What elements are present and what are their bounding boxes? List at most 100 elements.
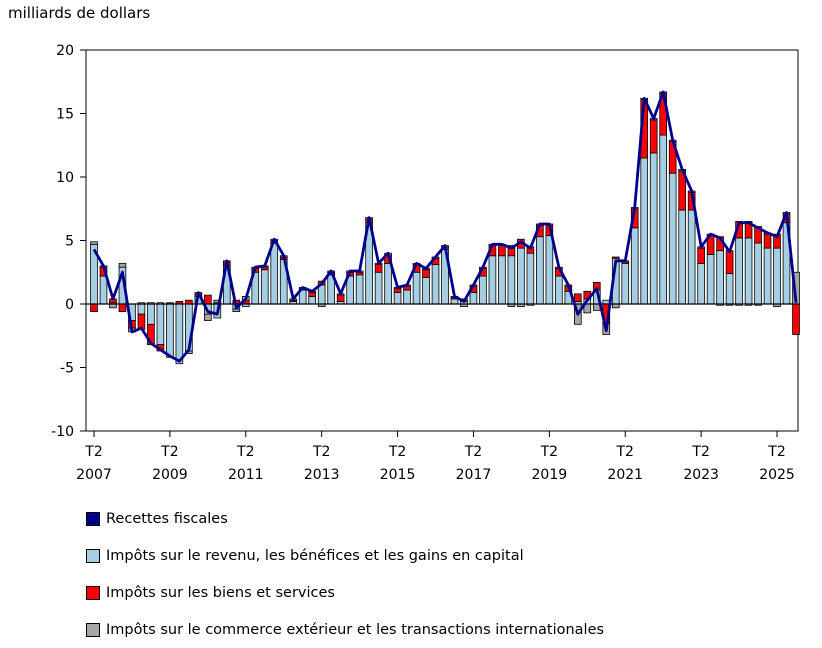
y-tick-label: -5: [60, 361, 74, 377]
bar-income: [536, 236, 544, 305]
bar-income: [630, 227, 639, 305]
bar-goods: [336, 294, 345, 302]
x-tick-year-label: 2013: [304, 467, 340, 483]
bar-income: [270, 242, 279, 305]
bar-income: [260, 269, 269, 305]
bar-income: [773, 247, 781, 305]
bar-income: [659, 134, 668, 305]
bar-goods: [393, 288, 402, 293]
bar-income: [526, 252, 535, 305]
bar-income: [384, 262, 392, 305]
bar-income: [763, 247, 772, 305]
bar-income: [355, 274, 364, 305]
legend-item-income: Impôts sur le revenu, les bénéfices et l…: [86, 537, 604, 574]
legend-swatch-total: [86, 511, 100, 526]
bar-income: [517, 247, 525, 305]
bar-income: [754, 242, 762, 305]
legend-label-income: Impôts sur le revenu, les bénéfices et l…: [106, 547, 524, 564]
legend-label-total: Recettes fiscales: [106, 510, 228, 527]
legend: Recettes fiscales Impôts sur le revenu, …: [86, 500, 604, 648]
bar-income: [697, 262, 705, 305]
x-tick-quarter-label: T2: [236, 444, 254, 460]
bar-income: [450, 298, 459, 305]
y-tick-label: 10: [56, 170, 74, 186]
legend-item-total: Recettes fiscales: [86, 500, 604, 537]
bar-income: [479, 275, 487, 305]
legend-item-goods: Impôts sur les biens et services: [86, 574, 604, 611]
bar-income: [678, 209, 686, 305]
bar-income: [412, 271, 421, 305]
x-tick-quarter-label: T2: [464, 444, 482, 460]
bar-income: [431, 264, 440, 305]
x-tick-year-label: 2023: [683, 467, 719, 483]
bar-income: [735, 237, 743, 305]
bar-goods: [204, 294, 212, 305]
x-tick-year-label: 2011: [228, 467, 264, 483]
x-tick-quarter-label: T2: [540, 444, 558, 460]
bar-goods: [118, 303, 127, 313]
y-tick-label: 0: [65, 297, 74, 313]
bar-trade: [90, 241, 98, 245]
bar-income: [640, 157, 649, 305]
bar-goods: [498, 245, 506, 257]
bar-income: [403, 289, 411, 305]
y-tick-label: 15: [56, 107, 74, 123]
bar-income: [156, 303, 165, 346]
bar-trade: [118, 262, 127, 268]
bar-goods: [422, 269, 430, 278]
x-tick-quarter-label: T2: [312, 444, 330, 460]
bar-income: [744, 237, 753, 305]
x-tick-quarter-label: T2: [691, 444, 709, 460]
bar-income: [422, 276, 430, 305]
x-tick-year-label: 2009: [152, 467, 188, 483]
y-tick-label: 20: [56, 43, 74, 59]
x-tick-quarter-label: T2: [616, 444, 634, 460]
bar-goods: [725, 250, 734, 274]
bar-income: [716, 250, 724, 305]
bar-income: [393, 292, 402, 305]
chart-canvas: 20151050-5-10T22007T22009T22011T22013T22…: [51, 43, 800, 483]
bar-income: [725, 273, 734, 305]
y-tick-label: 5: [65, 234, 74, 250]
bar-goods: [374, 264, 383, 273]
bar-goods: [308, 292, 317, 297]
bar-goods: [763, 233, 772, 249]
bar-income: [649, 152, 658, 305]
bar-goods: [611, 256, 620, 259]
bar-income: [147, 303, 155, 325]
bar-income: [308, 295, 317, 305]
bar-goods: [90, 303, 98, 313]
legend-item-trade: Impôts sur le commerce extérieur et les …: [86, 611, 604, 648]
x-tick-quarter-label: T2: [84, 444, 102, 460]
x-tick-year-label: 2007: [76, 467, 112, 483]
x-tick-quarter-label: T2: [388, 444, 406, 460]
bar-income: [488, 255, 497, 305]
x-tick-quarter-label: T2: [767, 444, 785, 460]
bar-trade: [232, 308, 241, 313]
bar-goods: [573, 293, 582, 302]
bar-income: [555, 275, 563, 305]
bar-income: [317, 284, 326, 305]
bar-income: [706, 254, 715, 305]
bar-income: [469, 292, 478, 305]
bar-income: [175, 303, 184, 365]
y-tick-label: -10: [51, 424, 74, 440]
x-tick-quarter-label: T2: [160, 444, 178, 460]
legend-swatch-goods: [86, 585, 100, 600]
bar-income: [507, 255, 516, 305]
bar-income: [137, 303, 146, 315]
bar-income: [621, 262, 630, 305]
x-tick-year-label: 2015: [380, 467, 416, 483]
line-total-recettes-fiscales: [92, 90, 798, 363]
legend-label-trade: Impôts sur le commerce extérieur et les …: [106, 621, 605, 638]
bar-trade: [204, 313, 212, 321]
bar-goods: [697, 247, 705, 264]
bar-income: [687, 209, 696, 305]
x-tick-year-label: 2019: [532, 467, 568, 483]
bar-income: [99, 275, 108, 305]
bar-income: [668, 172, 677, 305]
bar-income: [166, 303, 174, 358]
bar-goods: [792, 303, 800, 335]
legend-swatch-trade: [86, 622, 100, 637]
bar-income: [498, 255, 506, 305]
